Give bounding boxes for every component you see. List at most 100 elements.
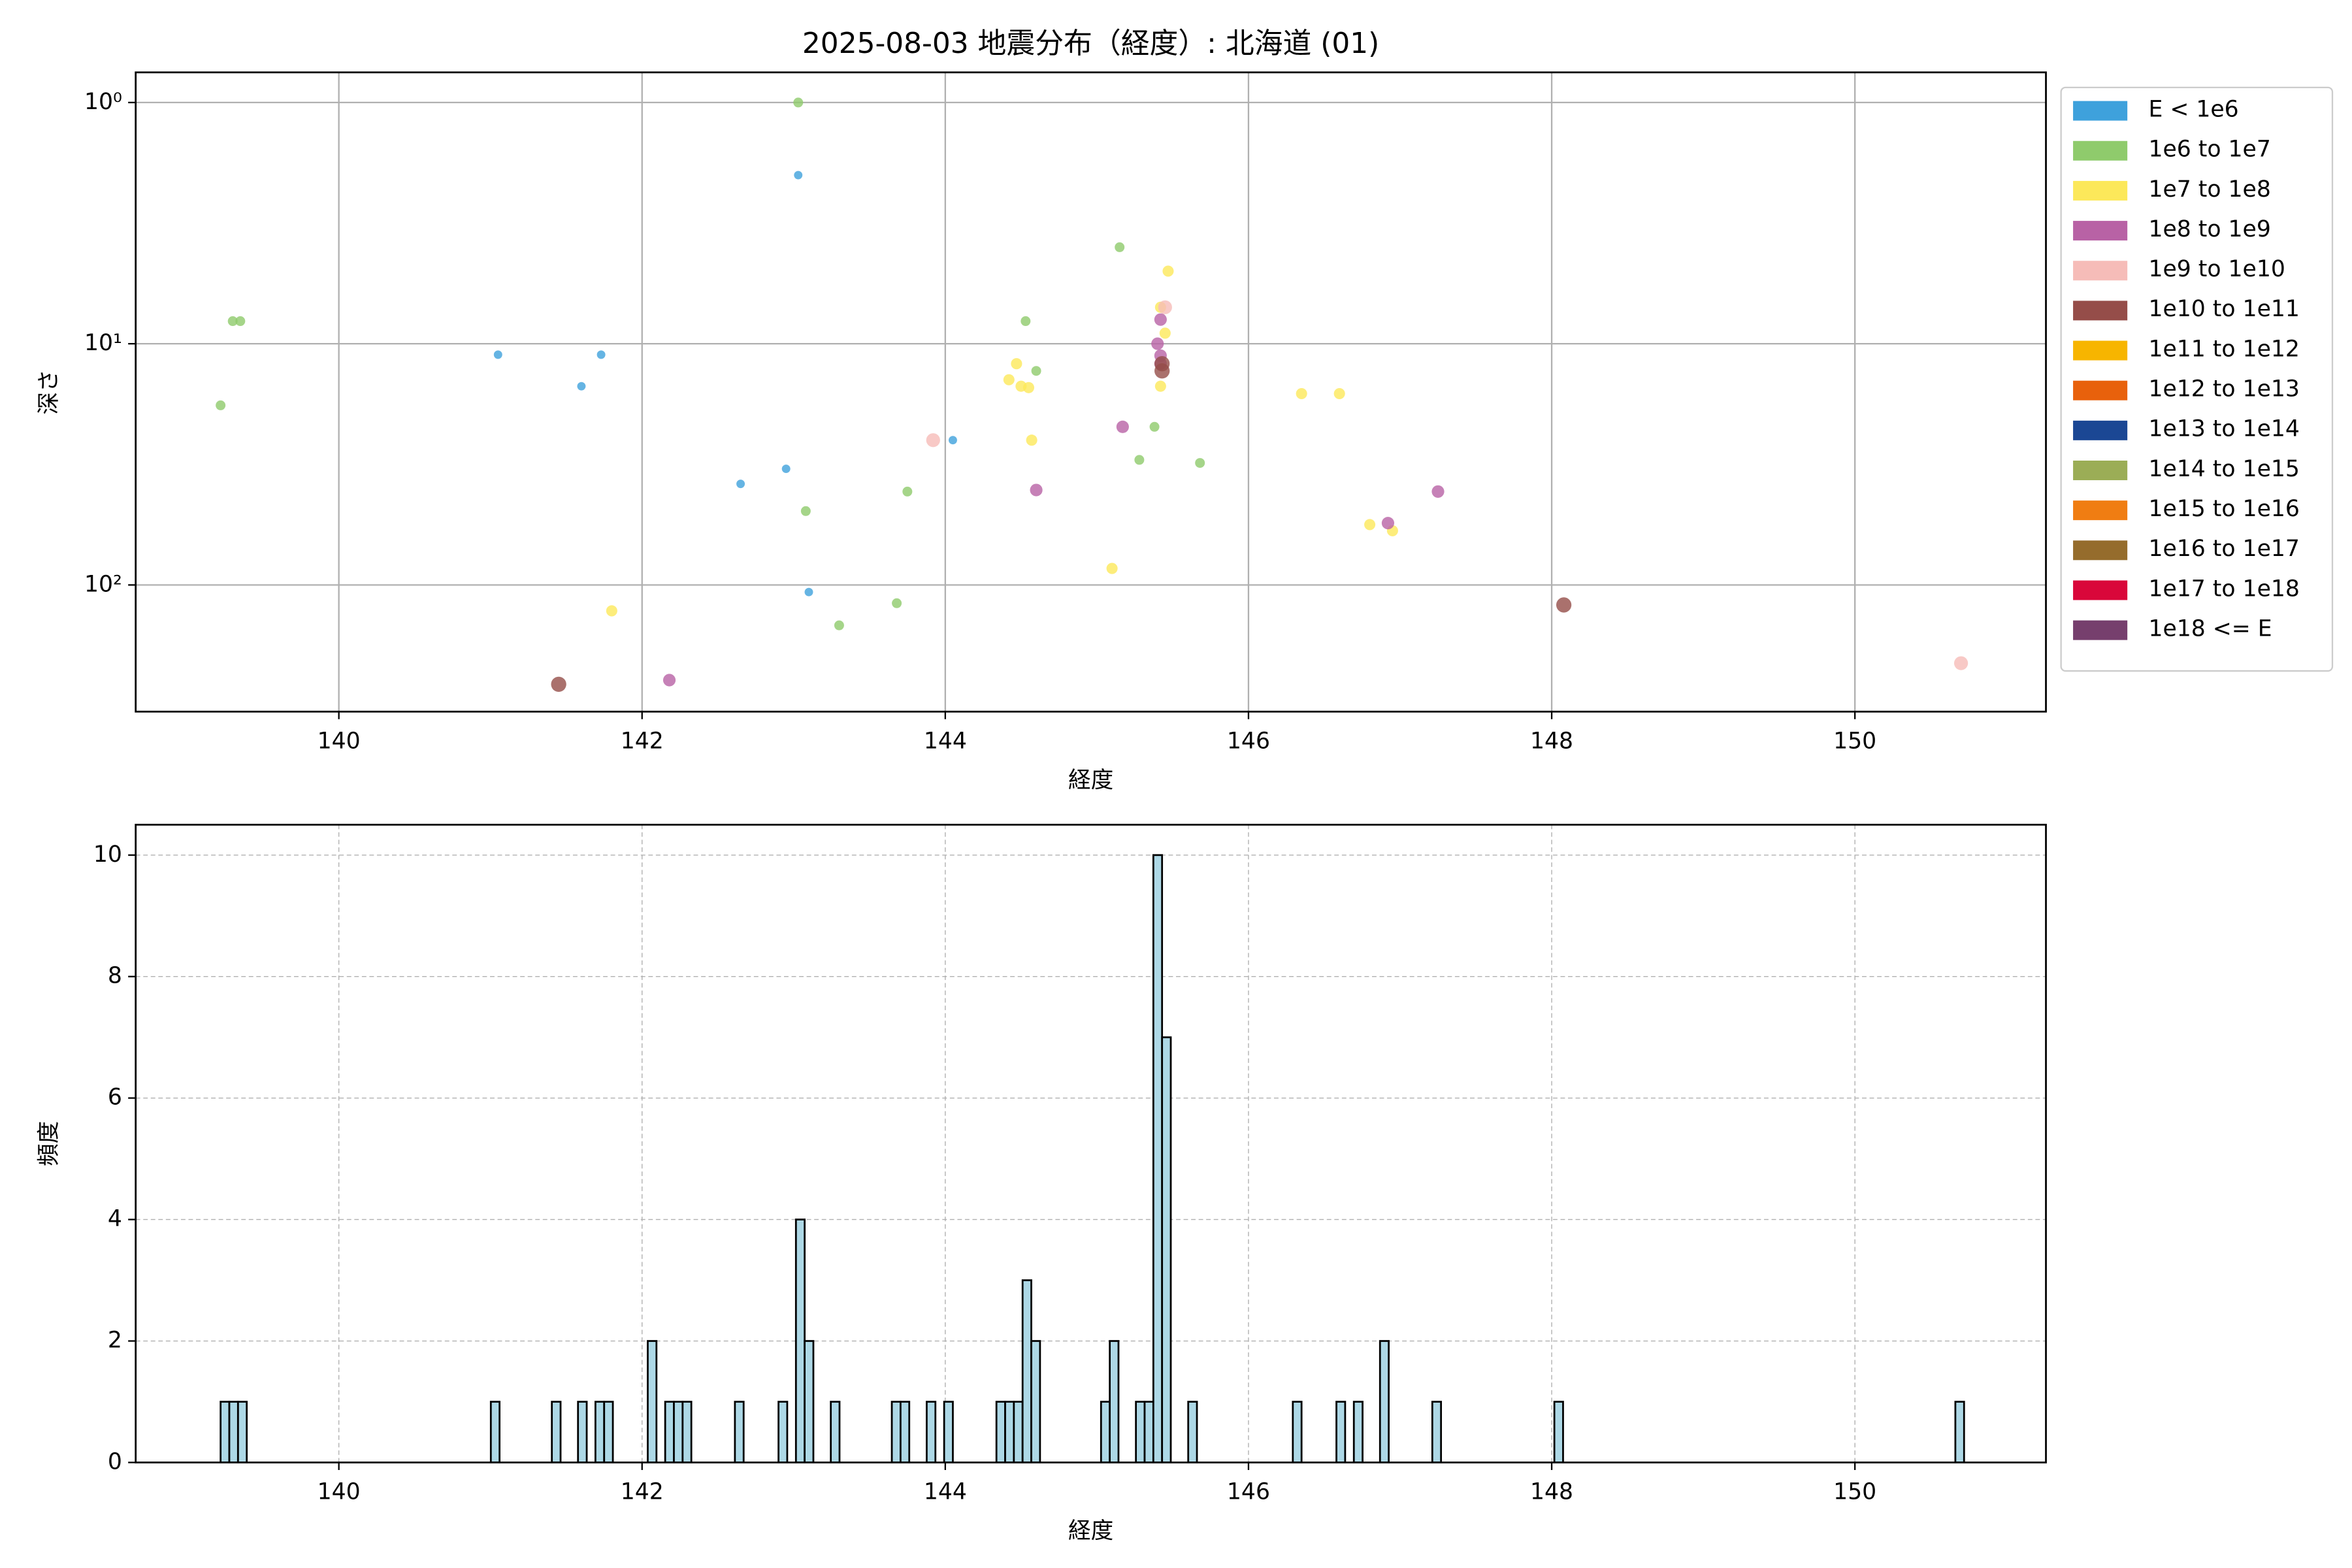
point <box>1026 434 1037 446</box>
x-tick-label: 140 <box>318 728 361 754</box>
bar <box>577 1401 588 1463</box>
bar <box>551 1401 562 1463</box>
y-tick-label: 8 <box>108 963 122 989</box>
bar <box>1109 1340 1120 1463</box>
y-axis-label: 深さ <box>36 369 62 414</box>
legend-swatch <box>2073 540 2128 561</box>
bar <box>1379 1340 1390 1463</box>
x-axis-label: 経度 <box>1068 767 1113 793</box>
point <box>235 316 246 327</box>
legend-label: 1e12 to 1e13 <box>2148 376 2299 402</box>
x-axis-label: 経度 <box>1068 1518 1113 1544</box>
bar <box>664 1401 675 1463</box>
legend-swatch <box>2073 461 2128 480</box>
bar <box>220 1401 231 1463</box>
legend-label: 1e11 to 1e12 <box>2148 336 2299 362</box>
axes-frame <box>135 71 2047 713</box>
point <box>1115 242 1125 252</box>
point <box>793 97 804 108</box>
y-tick-label: 10¹ <box>84 330 122 356</box>
bar <box>900 1401 911 1463</box>
legend-swatch <box>2073 221 2128 241</box>
point <box>577 382 586 391</box>
x-tick-label: 142 <box>621 1479 664 1505</box>
bar <box>228 1401 239 1463</box>
legend-label: E < 1e6 <box>2148 96 2238 122</box>
legend-label: 1e6 to 1e7 <box>2148 137 2270 163</box>
bar <box>890 1401 902 1463</box>
bar <box>1004 1401 1015 1463</box>
point <box>1195 458 1205 468</box>
point <box>804 587 813 596</box>
legend-label: 1e14 to 1e15 <box>2148 456 2299 482</box>
point <box>1021 316 1031 327</box>
x-tick-label: 148 <box>1530 1479 1573 1505</box>
point <box>736 480 745 489</box>
legend-frame <box>2060 86 2334 672</box>
legend-swatch <box>2073 101 2128 121</box>
bar <box>681 1401 693 1463</box>
legend-swatch <box>2073 140 2128 161</box>
bar <box>794 1218 806 1463</box>
y-tick-label: 4 <box>108 1206 122 1232</box>
point <box>1296 387 1307 400</box>
bar <box>595 1401 606 1463</box>
point <box>1134 455 1145 465</box>
point <box>662 674 676 687</box>
x-tick-label: 148 <box>1530 728 1573 754</box>
bar <box>1431 1401 1443 1463</box>
bar <box>237 1401 248 1463</box>
bar <box>1143 1401 1154 1463</box>
point <box>596 350 606 359</box>
point <box>781 465 791 474</box>
y-axis-label: 頻度 <box>36 1121 62 1166</box>
legend-swatch <box>2073 180 2128 201</box>
point <box>892 598 902 608</box>
point <box>1003 374 1015 385</box>
plot-area <box>220 854 1965 1463</box>
y-tick-label: 10² <box>84 571 122 597</box>
point <box>1151 337 1164 350</box>
point <box>1031 366 1041 376</box>
legend-label: 1e10 to 1e11 <box>2148 296 2299 322</box>
bar <box>995 1401 1006 1463</box>
bar <box>943 1401 954 1463</box>
point <box>1011 358 1022 370</box>
bar <box>673 1401 684 1463</box>
legend-label: 1e13 to 1e14 <box>2148 416 2299 442</box>
bar <box>1335 1401 1347 1463</box>
point <box>1556 597 1572 613</box>
point <box>1116 420 1129 433</box>
axes-frame <box>135 823 2047 1463</box>
bar <box>777 1401 789 1463</box>
point <box>551 676 566 693</box>
bar <box>926 1401 937 1463</box>
point <box>606 605 617 617</box>
point <box>1154 356 1170 372</box>
y-tick-label: 0 <box>108 1448 122 1475</box>
x-tick-label: 142 <box>621 728 664 754</box>
legend-label: 1e7 to 1e8 <box>2148 176 2270 203</box>
x-tick-label: 146 <box>1227 728 1270 754</box>
legend-label: 1e16 to 1e17 <box>2148 536 2299 562</box>
legend-swatch <box>2073 620 2128 640</box>
point <box>1381 517 1395 530</box>
point <box>794 171 803 180</box>
point <box>1149 421 1160 432</box>
legend-swatch <box>2073 420 2128 440</box>
legend-label: 1e9 to 1e10 <box>2148 256 2285 282</box>
point <box>1159 327 1171 339</box>
legend-swatch <box>2073 340 2128 361</box>
plot-area <box>216 97 1968 693</box>
bar <box>1135 1401 1146 1463</box>
point <box>1162 265 1174 277</box>
point <box>800 506 811 516</box>
point <box>1154 380 1166 392</box>
x-tick-label: 150 <box>1833 1479 1876 1505</box>
point <box>948 436 957 445</box>
x-tick-label: 144 <box>924 728 967 754</box>
x-tick-label: 150 <box>1833 728 1876 754</box>
